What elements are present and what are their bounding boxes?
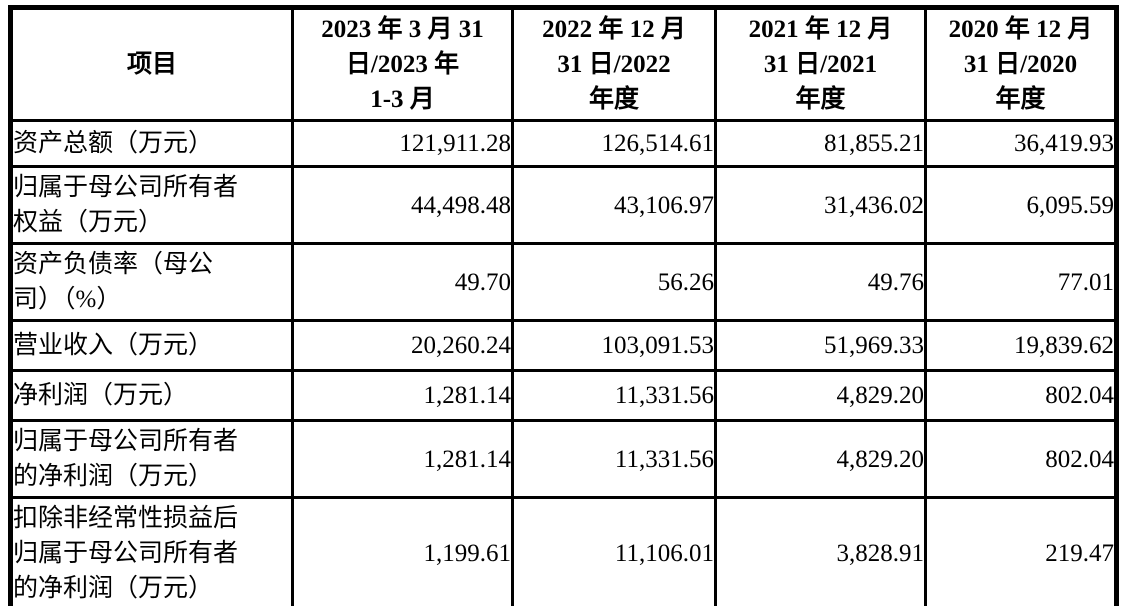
value-cell: 77.01 bbox=[924, 242, 1118, 322]
value-cell: 103,091.53 bbox=[511, 319, 717, 372]
row-label: 资产总额（万元） bbox=[9, 119, 294, 168]
value-cell: 1,281.14 bbox=[291, 419, 514, 499]
table-row-net-profit: 净利润（万元） 1,281.14 11,331.56 4,829.20 802.… bbox=[9, 369, 1118, 422]
value-cell: 6,095.59 bbox=[924, 165, 1118, 245]
value-cell: 31,436.02 bbox=[714, 165, 927, 245]
value-cell: 4,829.20 bbox=[714, 369, 927, 422]
row-label: 营业收入（万元） bbox=[9, 319, 294, 372]
value-cell: 11,331.56 bbox=[511, 419, 717, 499]
value-cell: 126,514.61 bbox=[511, 119, 717, 168]
table-row-deducted-net-profit: 扣除非经常性损益后 归属于母公司所有者 的净利润（万元） 1,199.61 11… bbox=[9, 496, 1118, 606]
value-cell: 4,829.20 bbox=[714, 419, 927, 499]
header-period-2023q1: 2023 年 3 月 31 日/2023 年 1-3 月 bbox=[291, 6, 514, 122]
row-label: 净利润（万元） bbox=[9, 369, 294, 422]
row-label: 扣除非经常性损益后 归属于母公司所有者 的净利润（万元） bbox=[9, 496, 294, 606]
value-cell: 802.04 bbox=[924, 369, 1118, 422]
value-cell: 19,839.62 bbox=[924, 319, 1118, 372]
value-cell: 43,106.97 bbox=[511, 165, 717, 245]
value-cell: 44,498.48 bbox=[291, 165, 514, 245]
value-cell: 11,106.01 bbox=[511, 496, 717, 606]
table-row-revenue: 营业收入（万元） 20,260.24 103,091.53 51,969.33 … bbox=[9, 319, 1118, 372]
value-cell: 11,331.56 bbox=[511, 369, 717, 422]
financial-summary-table: 项目 2023 年 3 月 31 日/2023 年 1-3 月 2022 年 1… bbox=[8, 5, 1119, 606]
value-cell: 1,199.61 bbox=[291, 496, 514, 606]
table-row-total-assets: 资产总额（万元） 121,911.28 126,514.61 81,855.21… bbox=[9, 119, 1118, 168]
value-cell: 49.70 bbox=[291, 242, 514, 322]
value-cell: 20,260.24 bbox=[291, 319, 514, 372]
header-period-2020: 2020 年 12 月 31 日/2020 年度 bbox=[924, 6, 1118, 122]
header-period-2022: 2022 年 12 月 31 日/2022 年度 bbox=[511, 6, 717, 122]
value-cell: 56.26 bbox=[511, 242, 717, 322]
row-label: 归属于母公司所有者 权益（万元） bbox=[9, 165, 294, 245]
table-row-debt-ratio: 资产负债率（母公 司）（%） 49.70 56.26 49.76 77.01 bbox=[9, 242, 1118, 322]
value-cell: 121,911.28 bbox=[291, 119, 514, 168]
value-cell: 49.76 bbox=[714, 242, 927, 322]
value-cell: 1,281.14 bbox=[291, 369, 514, 422]
table-row-parent-net-profit: 归属于母公司所有者 的净利润（万元） 1,281.14 11,331.56 4,… bbox=[9, 419, 1118, 499]
row-label: 归属于母公司所有者 的净利润（万元） bbox=[9, 419, 294, 499]
table-row-parent-equity: 归属于母公司所有者 权益（万元） 44,498.48 43,106.97 31,… bbox=[9, 165, 1118, 245]
value-cell: 51,969.33 bbox=[714, 319, 927, 372]
row-label: 资产负债率（母公 司）（%） bbox=[9, 242, 294, 322]
header-item-column: 项目 bbox=[9, 6, 294, 122]
value-cell: 36,419.93 bbox=[924, 119, 1118, 168]
value-cell: 219.47 bbox=[924, 496, 1118, 606]
value-cell: 3,828.91 bbox=[714, 496, 927, 606]
table-header-row: 项目 2023 年 3 月 31 日/2023 年 1-3 月 2022 年 1… bbox=[9, 6, 1118, 122]
value-cell: 81,855.21 bbox=[714, 119, 927, 168]
header-period-2021: 2021 年 12 月 31 日/2021 年度 bbox=[714, 6, 927, 122]
value-cell: 802.04 bbox=[924, 419, 1118, 499]
